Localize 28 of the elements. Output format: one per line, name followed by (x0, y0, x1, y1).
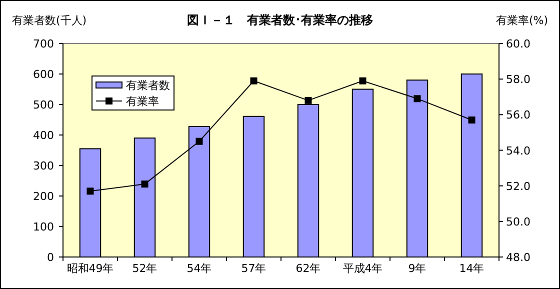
x-tick-label: 57年 (241, 262, 266, 275)
x-tick-label: 62年 (296, 262, 321, 275)
y2-tick-label: 52.0 (506, 180, 530, 193)
y-tick-label: 100 (33, 220, 54, 234)
y-tick-label: 0 (47, 251, 54, 264)
x-tick-label: 52年 (132, 262, 158, 275)
y2-tick-label: 56.0 (506, 108, 530, 122)
chart-title: 図Ｉ－１ 有業者数･有業率の推移 (187, 13, 373, 27)
y2-tick-label: 60.0 (506, 38, 530, 50)
y-axis-title: 有業者数(千人) (12, 14, 87, 27)
y-tick-label: 200 (33, 190, 54, 203)
y-tick-label: 500 (33, 98, 54, 112)
legend-label: 有業率 (126, 95, 159, 108)
y2-axis-title: 有業率(%) (496, 14, 548, 27)
x-tick-label: 9年 (408, 262, 426, 275)
y2-tick-label: 50.0 (506, 215, 530, 228)
y-tick-label: 700 (33, 38, 54, 50)
y-tick-label: 600 (33, 68, 54, 81)
y2-tick-label: 48.0 (506, 251, 530, 264)
x-tick-label: 平成4年 (342, 262, 383, 275)
x-tick-label: 54年 (186, 262, 212, 275)
y2-tick-label: 58.0 (506, 73, 530, 86)
y2-tick-label: 54.0 (506, 144, 530, 158)
x-tick-label: 昭和49年 (66, 262, 114, 275)
x-tick-label: 14年 (459, 262, 484, 275)
legend-label: 有業者数 (126, 79, 170, 92)
y-tick-label: 400 (33, 129, 54, 142)
y-tick-label: 300 (33, 160, 54, 172)
